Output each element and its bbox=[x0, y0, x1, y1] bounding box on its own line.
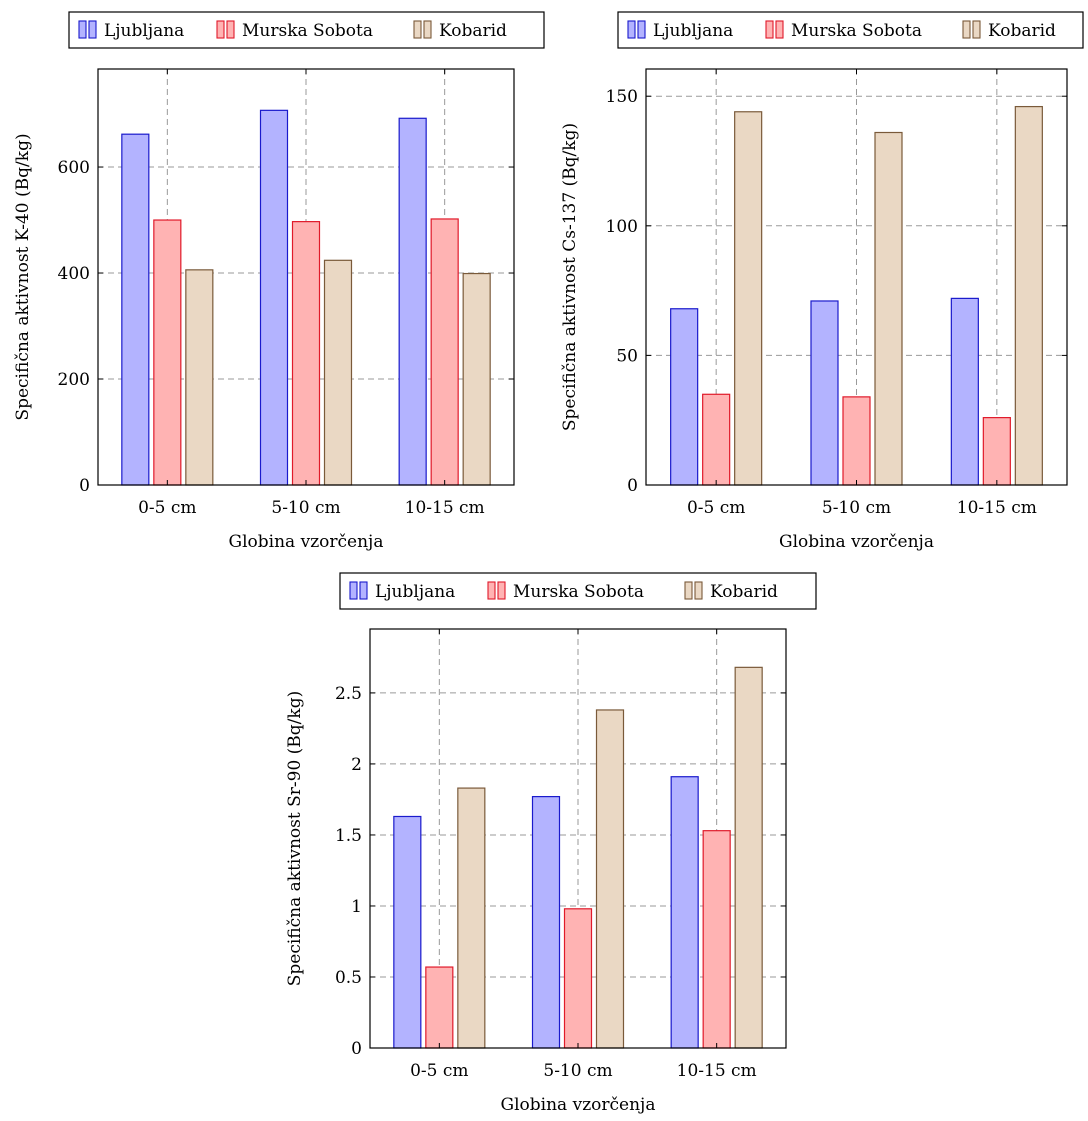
bar-ljubljana-2 bbox=[398, 117, 427, 486]
bar-murska-sobota-2 bbox=[430, 218, 459, 486]
legend: Ljubljana Murska Sobota Kobarid bbox=[339, 572, 817, 610]
legend-label-ljubljana: Ljubljana bbox=[375, 582, 455, 602]
legend: Ljubljana Murska Sobota Kobarid bbox=[68, 11, 545, 49]
y-tick-label: 100 bbox=[606, 217, 638, 237]
legend-swatch-murska-sobota bbox=[765, 20, 774, 39]
x-tick-label: 5-10 cm bbox=[822, 498, 891, 518]
y-axis-label: Specifična aktivnost K-40 (Bq/kg) bbox=[13, 133, 33, 420]
x-tick-label: 10-15 cm bbox=[957, 498, 1037, 518]
legend-label-kobarid: Kobarid bbox=[710, 582, 778, 602]
legend-swatch-murska-sobota bbox=[775, 20, 784, 39]
bar-kobarid-2 bbox=[734, 666, 763, 1049]
chart-panel-2: 0 0.5 1 1.5 2 2.5 0-5 cm 5-10 cm 10-15 cm Globina… bbox=[285, 572, 817, 1115]
chart-panel-1: 0 50 100 150 0-5 cm 5-10 cm 10-15 cm Globina vz… bbox=[560, 11, 1084, 552]
x-tick-label: 0-5 cm bbox=[138, 498, 196, 518]
x-axis-label: Globina vzorčenja bbox=[229, 532, 384, 552]
bar-kobarid-1 bbox=[323, 259, 353, 486]
bar-ljubljana-2 bbox=[950, 297, 979, 486]
y-tick-label: 0.5 bbox=[335, 968, 362, 988]
y-tick-label: 600 bbox=[58, 158, 90, 178]
bar-murska-sobota-0 bbox=[153, 219, 182, 486]
bar-ljubljana-0 bbox=[670, 308, 699, 486]
legend: Ljubljana Murska Sobota Kobarid bbox=[617, 11, 1084, 49]
legend-swatch-kobarid bbox=[413, 20, 422, 39]
plot-frame bbox=[369, 628, 787, 1049]
legend-swatch-ljubljana bbox=[627, 20, 636, 39]
legend-label-murska-sobota: Murska Sobota bbox=[791, 21, 922, 41]
bar-murska-sobota-0 bbox=[425, 966, 454, 1049]
legend-swatch-kobarid bbox=[972, 20, 981, 39]
legend-swatch-ljubljana bbox=[359, 581, 368, 600]
plot-frame bbox=[97, 68, 515, 486]
y-axis-label: Specifična aktivnost Sr-90 (Bq/kg) bbox=[285, 691, 305, 986]
x-tick-label: 10-15 cm bbox=[405, 498, 485, 518]
bar-kobarid-0 bbox=[185, 269, 214, 486]
x-axis-label: Globina vzorčenja bbox=[501, 1095, 656, 1115]
x-tick-label: 0-5 cm bbox=[687, 498, 745, 518]
bar-murska-sobota-1 bbox=[291, 221, 321, 486]
legend-swatch-ljubljana bbox=[88, 20, 97, 39]
bar-murska-sobota-1 bbox=[563, 908, 593, 1049]
bar-murska-sobota-2 bbox=[982, 417, 1011, 486]
bar-ljubljana-1 bbox=[259, 109, 289, 486]
y-tick-label: 50 bbox=[616, 346, 638, 366]
legend-swatch-kobarid bbox=[962, 20, 971, 39]
bar-murska-sobota-0 bbox=[702, 393, 731, 486]
legend-swatch-murska-sobota bbox=[226, 20, 235, 39]
bar-ljubljana-2 bbox=[670, 776, 699, 1049]
y-tick-label: 150 bbox=[606, 87, 638, 107]
legend-label-murska-sobota: Murska Sobota bbox=[242, 21, 373, 41]
bar-kobarid-0 bbox=[457, 787, 486, 1049]
y-tick-label: 0 bbox=[79, 476, 90, 496]
x-tick-label: 0-5 cm bbox=[410, 1061, 468, 1081]
legend-swatch-kobarid bbox=[423, 20, 432, 39]
legend-swatch-kobarid bbox=[684, 581, 693, 600]
y-tick-label: 1.5 bbox=[335, 826, 362, 846]
legend-swatch-murska-sobota bbox=[216, 20, 225, 39]
legend-swatch-kobarid bbox=[694, 581, 703, 600]
x-tick-label: 10-15 cm bbox=[677, 1061, 757, 1081]
bar-ljubljana-1 bbox=[531, 795, 561, 1049]
legend-box bbox=[617, 11, 1084, 49]
legend-box bbox=[339, 572, 817, 610]
y-tick-label: 0 bbox=[351, 1039, 362, 1059]
legend-swatch-ljubljana bbox=[637, 20, 646, 39]
bar-kobarid-2 bbox=[1014, 105, 1043, 486]
y-tick-label: 0 bbox=[627, 476, 638, 496]
bar-ljubljana-0 bbox=[393, 815, 422, 1049]
y-tick-label: 2.5 bbox=[335, 684, 362, 704]
bar-kobarid-1 bbox=[874, 131, 903, 486]
legend-label-ljubljana: Ljubljana bbox=[653, 21, 733, 41]
y-tick-label: 2 bbox=[351, 755, 362, 775]
legend-swatch-ljubljana bbox=[78, 20, 87, 39]
bar-kobarid-0 bbox=[734, 111, 763, 486]
bar-ljubljana-1 bbox=[810, 300, 839, 486]
legend-label-kobarid: Kobarid bbox=[988, 21, 1056, 41]
bar-kobarid-1 bbox=[595, 709, 625, 1049]
plot-frame bbox=[645, 68, 1068, 486]
bar-ljubljana-0 bbox=[121, 133, 150, 486]
chart-panel-0: 0 200 400 600 0-5 cm 5-10 cm 10-15 cm Globina v… bbox=[13, 11, 545, 552]
y-tick-label: 1 bbox=[351, 897, 362, 917]
legend-swatch-ljubljana bbox=[349, 581, 358, 600]
legend-swatch-murska-sobota bbox=[497, 581, 506, 600]
x-tick-label: 5-10 cm bbox=[271, 498, 340, 518]
bar-murska-sobota-2 bbox=[702, 830, 731, 1049]
legend-label-kobarid: Kobarid bbox=[439, 21, 507, 41]
x-axis-label: Globina vzorčenja bbox=[779, 532, 934, 552]
x-tick-label: 5-10 cm bbox=[543, 1061, 612, 1081]
bar-kobarid-2 bbox=[462, 272, 491, 486]
legend-label-ljubljana: Ljubljana bbox=[104, 21, 184, 41]
y-tick-label: 200 bbox=[58, 370, 90, 390]
legend-label-murska-sobota: Murska Sobota bbox=[513, 582, 644, 602]
y-axis-label: Specifična aktivnost Cs-137 (Bq/kg) bbox=[560, 123, 580, 431]
legend-swatch-murska-sobota bbox=[487, 581, 496, 600]
legend-box bbox=[68, 11, 545, 49]
bar-murska-sobota-1 bbox=[842, 396, 871, 486]
y-tick-label: 400 bbox=[58, 264, 90, 284]
